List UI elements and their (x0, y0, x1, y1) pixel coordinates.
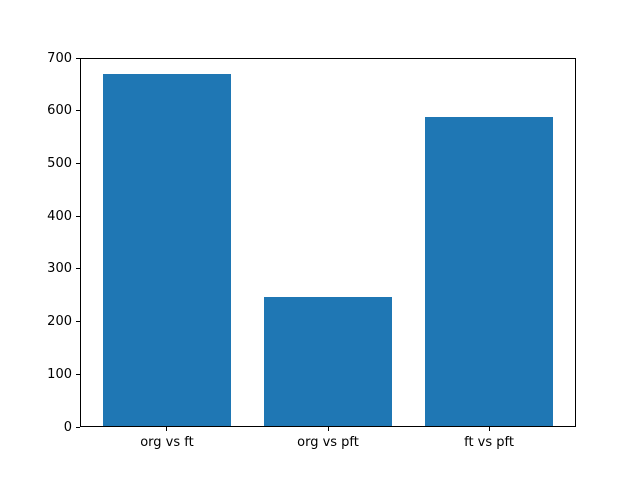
y-tick-mark (76, 373, 80, 375)
y-tick-mark (76, 215, 80, 217)
y-tick-mark (76, 268, 80, 270)
bar-org-vs-ft (102, 74, 232, 426)
bar-org-vs-pft (263, 296, 393, 426)
x-tick-mark (327, 427, 329, 431)
y-tick-mark (76, 426, 80, 428)
y-tick-label: 100 (47, 366, 72, 382)
y-tick-mark (76, 162, 80, 164)
y-tick-label: 600 (47, 103, 72, 119)
x-tick-label: org vs pft (297, 435, 359, 450)
y-tick-label: 300 (47, 261, 72, 277)
x-tick-label: org vs ft (140, 435, 194, 450)
y-tick-mark (76, 57, 80, 59)
y-tick-mark (76, 321, 80, 323)
y-tick-label: 500 (47, 155, 72, 171)
y-tick-label: 700 (47, 50, 72, 66)
x-tick-label: ft vs pft (464, 435, 514, 450)
bar-ft-vs-pft (424, 116, 554, 426)
y-tick-label: 400 (47, 208, 72, 224)
y-tick-label: 0 (63, 419, 72, 435)
y-tick-mark (76, 110, 80, 112)
x-tick-mark (488, 427, 490, 431)
y-tick-label: 200 (47, 314, 72, 330)
x-tick-mark (166, 427, 168, 431)
